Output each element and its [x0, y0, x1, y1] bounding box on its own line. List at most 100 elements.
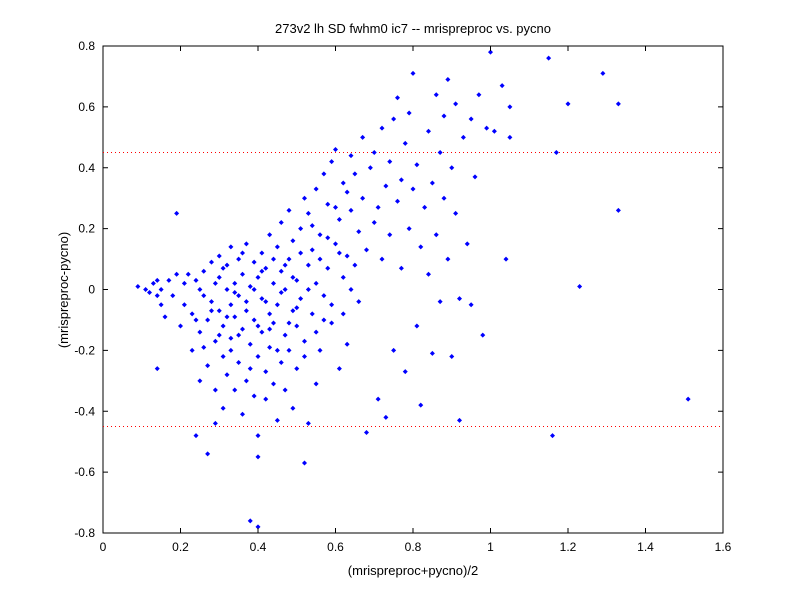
- data-point: [243, 378, 249, 384]
- data-point: [216, 332, 222, 338]
- data-point: [278, 290, 284, 296]
- data-point: [282, 332, 288, 338]
- data-point: [255, 524, 261, 530]
- y-tick-label: -0.8: [74, 526, 95, 540]
- data-point: [550, 433, 555, 439]
- data-point: [398, 265, 404, 271]
- data-point: [503, 256, 509, 262]
- y-tick-label: 0: [88, 283, 95, 297]
- data-point: [220, 265, 226, 271]
- data-point: [325, 265, 331, 271]
- y-tick-label: 0.8: [78, 39, 95, 53]
- data-points: [135, 49, 691, 530]
- data-point: [348, 207, 354, 213]
- data-point: [565, 101, 571, 107]
- data-point: [395, 95, 400, 101]
- data-point: [336, 250, 342, 256]
- data-point: [263, 265, 269, 271]
- data-point: [441, 113, 447, 119]
- data-point: [185, 271, 191, 277]
- data-point: [282, 287, 288, 292]
- data-point: [247, 518, 253, 524]
- data-point: [290, 308, 296, 314]
- x-tick-label: 0: [100, 540, 107, 554]
- data-point: [333, 146, 338, 152]
- data-point: [305, 210, 311, 216]
- data-point: [232, 387, 238, 393]
- data-point: [321, 317, 327, 323]
- data-point: [491, 128, 497, 134]
- data-point: [333, 241, 338, 247]
- data-point: [294, 366, 300, 372]
- data-point: [437, 299, 443, 305]
- data-point: [158, 302, 164, 308]
- data-point: [344, 189, 350, 195]
- data-point: [255, 433, 261, 439]
- data-point: [313, 329, 319, 335]
- y-tick-label: 0.2: [78, 222, 95, 236]
- data-point: [174, 271, 180, 277]
- data-point: [243, 299, 249, 305]
- data-point: [472, 174, 478, 180]
- data-point: [243, 308, 249, 314]
- data-point: [302, 338, 307, 344]
- data-point: [232, 290, 238, 296]
- data-point: [193, 277, 199, 283]
- data-point: [379, 125, 385, 131]
- x-tick-label: 1.2: [560, 540, 577, 554]
- data-point: [340, 180, 346, 186]
- data-point: [255, 323, 261, 329]
- data-point: [259, 250, 265, 256]
- data-point: [488, 49, 493, 55]
- data-point: [344, 253, 350, 259]
- data-point: [251, 287, 257, 292]
- data-point: [228, 244, 234, 250]
- data-point: [309, 247, 315, 253]
- data-point: [457, 417, 462, 423]
- data-point: [422, 204, 428, 210]
- y-axis-label: (mrispreproc-pycno): [56, 232, 71, 348]
- data-point: [259, 296, 265, 302]
- data-point: [193, 317, 199, 323]
- data-point: [476, 92, 482, 98]
- data-point: [267, 326, 273, 332]
- data-point: [181, 302, 187, 308]
- data-point: [201, 344, 207, 350]
- data-point: [247, 366, 253, 372]
- data-point: [212, 420, 218, 426]
- data-point: [243, 241, 249, 247]
- data-point: [212, 280, 218, 286]
- data-point: [329, 159, 335, 165]
- data-point: [426, 128, 431, 134]
- data-point: [336, 216, 342, 222]
- x-axis: 0 0.2 0.4 0.6 0.8 1 1.2 1.4 1.6: [100, 46, 732, 554]
- data-point: [209, 259, 214, 265]
- data-point: [375, 396, 381, 402]
- data-point: [352, 171, 358, 177]
- data-point: [294, 277, 300, 283]
- data-point: [240, 250, 245, 256]
- y-tick-label: 0.6: [78, 100, 95, 114]
- chart-title: 273v2 lh SD fwhm0 ic7 -- mrispreproc vs.…: [275, 21, 551, 36]
- data-point: [216, 253, 222, 259]
- data-point: [433, 92, 439, 98]
- data-point: [387, 232, 393, 238]
- data-point: [228, 302, 234, 308]
- data-point: [232, 280, 238, 286]
- data-point: [329, 320, 335, 326]
- data-point: [309, 223, 315, 229]
- data-point: [336, 366, 342, 372]
- data-point: [414, 162, 420, 168]
- data-point: [294, 305, 300, 311]
- data-point: [201, 268, 207, 274]
- data-point: [286, 320, 292, 326]
- data-point: [398, 177, 404, 183]
- data-point: [205, 363, 211, 369]
- data-point: [209, 308, 214, 314]
- data-point: [375, 204, 381, 210]
- data-point: [212, 387, 218, 393]
- data-point: [135, 283, 141, 289]
- data-point: [255, 454, 261, 460]
- data-point: [507, 134, 513, 140]
- data-point: [197, 378, 203, 384]
